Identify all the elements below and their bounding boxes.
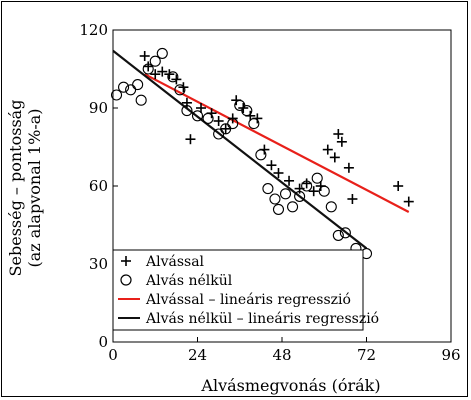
point-alvas-nelkul	[339, 227, 351, 239]
point-alvassal	[266, 160, 277, 171]
point-alvas-nelkul	[156, 47, 168, 59]
point-alvassal	[343, 162, 354, 173]
point-alvas-nelkul	[149, 55, 161, 67]
legend-label-alvassal: Alvással	[145, 254, 205, 270]
point-alvas-nelkul	[125, 84, 137, 96]
y-tick-labels: 0 30 60 90 120	[79, 21, 108, 351]
point-alvassal	[322, 144, 333, 155]
point-alvas-nelkul	[110, 89, 123, 101]
legend-label-black-regression: Alvás nélkül – lineáris regresszió	[145, 311, 379, 327]
x-axis-label: Alvásmegvonás (órák)	[200, 376, 380, 395]
point-alvas-nelkul	[272, 203, 285, 215]
point-alvas-nelkul	[262, 183, 274, 195]
point-alvas-nelkul	[213, 128, 225, 140]
x-tick-labels: 0 24 48 72 96	[108, 346, 460, 364]
regression-line-alvas-nelkul	[112, 49, 368, 250]
point-alvas-nelkul	[142, 63, 154, 75]
point-alvas-nelkul	[301, 180, 313, 192]
y-axis-label-line2: (az alapvonal 1%-a)	[25, 108, 44, 267]
chart-marks	[110, 47, 414, 260]
point-alvassal	[171, 74, 182, 85]
y-axis-label-line1: Sebesség – pontosság	[6, 100, 25, 277]
point-alvas-nelkul	[132, 79, 144, 91]
point-alvassal	[301, 178, 312, 189]
point-alvassal	[213, 116, 224, 126]
point-alvas-nelkul	[241, 105, 253, 117]
point-alvassal	[403, 196, 414, 207]
x-tick-label: 96	[441, 346, 460, 364]
y-tick-label: 0	[98, 333, 108, 351]
point-alvas-nelkul	[318, 185, 330, 197]
legend-marker-plus	[121, 256, 131, 266]
point-alvas-nelkul	[325, 201, 337, 213]
point-alvassal	[185, 134, 196, 145]
point-alvassal	[238, 103, 249, 113]
point-alvas-nelkul	[174, 84, 186, 96]
y-tick-label: 30	[89, 255, 108, 273]
point-alvassal	[347, 194, 358, 204]
point-alvassal	[220, 123, 231, 134]
point-alvassal	[139, 51, 150, 61]
x-tick-label: 48	[272, 346, 291, 364]
point-alvas-nelkul	[311, 172, 323, 184]
x-tick-label: 24	[188, 346, 207, 364]
point-alvas-nelkul	[248, 118, 260, 130]
point-alvas-nelkul	[294, 190, 306, 202]
x-tick-label: 0	[108, 346, 118, 364]
point-alvas-nelkul	[167, 71, 179, 83]
point-alvas-nelkul	[227, 118, 239, 130]
legend-marker-circle	[120, 274, 132, 286]
point-alvassal	[273, 168, 284, 178]
x-tick-label: 72	[357, 346, 376, 364]
point-alvas-nelkul	[135, 94, 147, 106]
point-alvas-nelkul	[220, 123, 232, 135]
point-alvassal	[333, 129, 344, 139]
point-alvassal	[150, 69, 161, 80]
point-alvassal	[284, 175, 295, 186]
point-alvas-nelkul	[279, 188, 292, 200]
point-alvas-nelkul	[255, 149, 267, 161]
point-alvassal	[336, 136, 347, 147]
point-alvassal	[143, 61, 154, 72]
legend: Alvással Alvás nélkül Alvással – lineári…	[112, 249, 379, 331]
legend-box	[112, 249, 364, 331]
point-alvas-nelkul	[234, 99, 246, 111]
y-tick-label: 60	[89, 177, 108, 195]
y-tick-label: 120	[79, 21, 108, 39]
legend-label-red-regression: Alvással – lineáris regresszió	[145, 292, 351, 308]
point-alvassal	[164, 69, 175, 80]
point-alvassal	[196, 103, 207, 113]
point-alvassal	[329, 152, 340, 163]
point-alvas-nelkul	[191, 110, 204, 122]
point-alvas-nelkul	[202, 112, 214, 124]
regression-line-alvassal	[144, 73, 410, 213]
legend-label-alvas-nelkul: Alvás nélkül	[145, 273, 233, 289]
point-alvas-nelkul	[287, 201, 299, 213]
y-tick-label: 90	[89, 99, 108, 117]
point-alvassal	[393, 181, 404, 191]
point-alvassal	[178, 82, 189, 93]
point-alvas-nelkul	[269, 193, 281, 205]
point-alvassal	[157, 66, 168, 77]
point-alvas-nelkul	[332, 229, 344, 241]
point-alvas-nelkul	[118, 81, 130, 93]
point-alvassal	[308, 186, 319, 197]
point-alvas-nelkul	[181, 105, 193, 117]
